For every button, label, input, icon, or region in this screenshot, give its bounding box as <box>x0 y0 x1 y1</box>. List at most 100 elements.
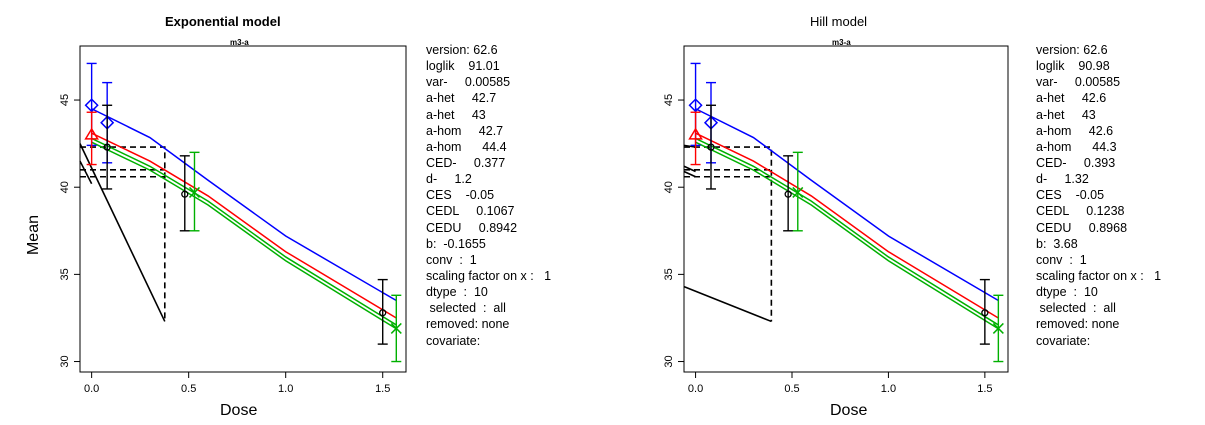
exponential-model-plot: 0.0 0.5 1.0 1.5 30 35 40 45 <box>59 45 407 395</box>
data-point-cross <box>188 186 201 198</box>
info-line: scaling factor on x : 1 <box>1036 268 1162 283</box>
info-line: CEDU 0.8968 <box>1036 220 1128 235</box>
y-tick-label: 30 <box>59 355 71 367</box>
x-tick-label: 1.0 <box>881 383 896 395</box>
ced-solid-line <box>683 144 696 148</box>
plot-contents <box>79 62 402 363</box>
fitted-curve <box>695 141 999 330</box>
fitted-curve <box>695 108 999 302</box>
info-line: b: -0.1655 <box>426 236 486 251</box>
fitted-curve <box>91 132 397 319</box>
data-point-diamond <box>688 98 703 113</box>
data-point-cross <box>390 322 402 334</box>
y-tick-label: 35 <box>59 268 71 280</box>
info-line: b: 3.68 <box>1036 236 1078 251</box>
model-info-text: version: 62.6 loglik 91.01 var- 0.00585 a-h… <box>426 42 551 349</box>
info-line: a-het 43 <box>1036 107 1096 122</box>
ced-solid-line <box>79 143 166 322</box>
data-point-diamond <box>84 98 99 113</box>
y-tick-label: 40 <box>59 181 71 193</box>
info-line: removed: none <box>426 317 510 332</box>
ced-solid-line <box>683 285 772 323</box>
fitted-curve <box>695 132 999 319</box>
x-axis-label: Dose <box>830 402 868 419</box>
info-line: loglik 91.01 <box>426 59 500 74</box>
ced-dashed-line <box>80 146 166 322</box>
x-tick-label: 0.0 <box>84 383 99 395</box>
info-line: CEDL 0.1238 <box>1036 204 1125 219</box>
info-line: dtype : 10 <box>1036 285 1098 300</box>
data-point-circle <box>784 190 792 198</box>
fitted-curve <box>91 141 397 330</box>
info-line: removed: none <box>1036 317 1120 332</box>
info-line: d- 1.32 <box>1036 172 1089 187</box>
data-point-triangle <box>688 127 703 140</box>
info-line: a-hom 42.6 <box>1036 123 1114 138</box>
info-line: version: 62.6 <box>1036 43 1108 57</box>
x-tick-label: 1.5 <box>375 383 390 395</box>
y-tick-label: 45 <box>59 94 71 106</box>
info-line: dtype : 10 <box>426 285 488 300</box>
info-line: CED- 0.393 <box>1036 155 1116 170</box>
data-point-circle <box>103 143 111 151</box>
x-tick-label: 0.5 <box>784 383 799 395</box>
data-point-circle <box>707 143 715 151</box>
y-tick-label: 35 <box>663 268 675 280</box>
chart-subtitle: m3-a <box>832 38 851 47</box>
y-tick-label: 30 <box>663 355 675 367</box>
data-point-cross <box>992 322 1004 334</box>
info-line: a-hom 42.7 <box>426 123 504 138</box>
info-line: CED- 0.377 <box>426 155 506 170</box>
info-line: conv : 1 <box>1036 252 1087 267</box>
ced-solid-line <box>683 165 696 173</box>
x-axis-label: Dose <box>220 402 258 419</box>
model-info-text: version: 62.6 loglik 90.98 var- 0.00585 a-h… <box>1036 42 1161 349</box>
info-line: a-het 42.7 <box>426 91 497 106</box>
hill-model-panel: 0.0 0.5 1.0 1.5 30 35 40 45 Hill model m3-a Dos… <box>602 0 1205 425</box>
x-tick-label: 1.0 <box>278 383 293 395</box>
ced-solid-line <box>79 160 93 185</box>
data-point-circle <box>181 190 189 198</box>
info-line: a-hom 44.4 <box>426 139 507 154</box>
fitted-curve <box>91 108 397 302</box>
info-line: var- 0.00585 <box>1036 75 1121 90</box>
data-point-circle <box>981 309 989 317</box>
data-point-circle <box>379 309 387 317</box>
fitted-curve <box>695 137 999 326</box>
info-line: selected : all <box>426 301 506 316</box>
ced-dashed-line <box>684 146 773 322</box>
info-line: a-het 43 <box>426 107 486 122</box>
info-line: version: 62.6 <box>426 43 498 57</box>
plot-contents <box>683 62 1004 363</box>
x-tick-label: 0.0 <box>688 383 703 395</box>
chart-title: Hill model <box>810 14 868 29</box>
chart-subtitle: m3-a <box>230 38 249 47</box>
info-line: CEDU 0.8942 <box>426 220 518 235</box>
chart-title: Exponential model <box>165 14 281 29</box>
plot-frame <box>683 45 1009 373</box>
hill-model-plot: 0.0 0.5 1.0 1.5 30 35 40 45 <box>663 45 1009 395</box>
info-line: CEDL 0.1067 <box>426 204 515 219</box>
info-line: a-hom 44.3 <box>1036 139 1117 154</box>
plot-frame <box>79 45 407 373</box>
data-point-triangle <box>84 127 99 140</box>
y-tick-label: 40 <box>663 181 675 193</box>
info-line: d- 1.2 <box>426 172 472 187</box>
info-line: covariate: <box>426 333 481 348</box>
ced-solid-line <box>683 170 696 178</box>
x-tick-label: 0.5 <box>181 383 196 395</box>
info-line: CES -0.05 <box>1036 188 1105 203</box>
info-line: loglik 90.98 <box>1036 59 1110 74</box>
fitted-curve <box>91 137 397 326</box>
data-point-cross <box>792 186 804 198</box>
x-tick-label: 1.5 <box>977 383 992 395</box>
info-line: a-het 42.6 <box>1036 91 1107 106</box>
info-line: var- 0.00585 <box>426 75 511 90</box>
info-line: CES -0.05 <box>426 188 495 203</box>
info-line: selected : all <box>1036 301 1116 316</box>
info-line: scaling factor on x : 1 <box>426 268 552 283</box>
exponential-model-panel: 0.0 0.5 1.0 1.5 30 35 40 45 Exponential model m… <box>0 0 602 425</box>
info-line: conv : 1 <box>426 252 477 267</box>
info-line: covariate: <box>1036 333 1091 348</box>
y-tick-label: 45 <box>663 94 675 106</box>
